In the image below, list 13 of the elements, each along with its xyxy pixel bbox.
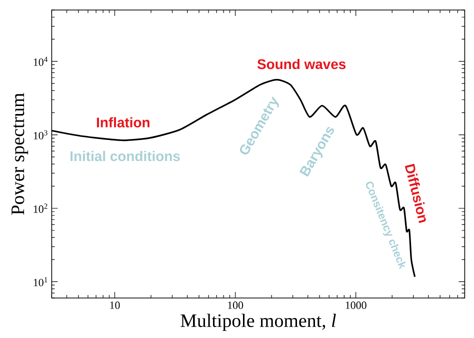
annotation: Sound waves (257, 58, 346, 70)
y-tick-label: 10$^{3}$ (34, 130, 48, 140)
x-tick-label: 10 (110, 302, 120, 309)
y-tick-label: 10$^{1}$ (34, 277, 48, 286)
x-tick-label: 100 (228, 302, 244, 309)
y-tick-label: 10$^{2}$ (34, 204, 48, 213)
y-tick-label: 10$^{4}$ (34, 56, 48, 66)
x-tick-label: 1000 (346, 302, 366, 309)
annotation: Inflation (96, 117, 150, 128)
annotation: Initial conditions (70, 150, 180, 162)
x-axis-title: Multipole moment, l (180, 314, 336, 331)
y-axis-title: Power spectrum (12, 93, 28, 215)
annotation: Diffusion (404, 164, 426, 223)
